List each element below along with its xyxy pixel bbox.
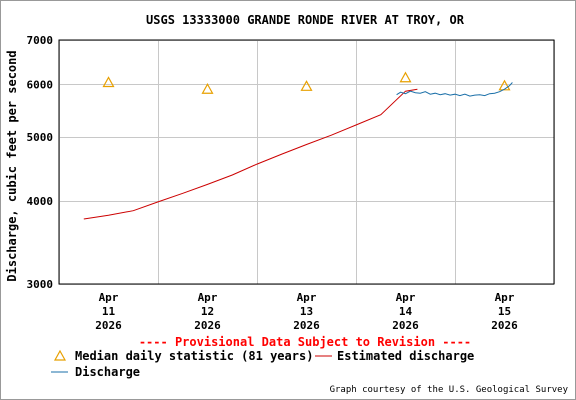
x-tick-labels: Apr112026Apr122026Apr132026Apr142026Apr1… <box>95 291 518 332</box>
x-tick-label: 13 <box>300 305 313 318</box>
series-line <box>83 88 418 220</box>
median-marker <box>201 82 214 94</box>
y-tick-label: 6000 <box>27 78 54 91</box>
x-tick-label: 2026 <box>392 319 419 332</box>
x-tick-label: 2026 <box>95 319 122 332</box>
legend-estimated-label: Estimated discharge <box>337 349 474 363</box>
provisional-note: ---- Provisional Data Subject to Revisio… <box>139 335 471 349</box>
y-tick-labels: 7000 6000 5000 4000 3000 <box>27 34 54 291</box>
x-tick-label: Apr <box>99 291 119 304</box>
x-tick-label: 12 <box>201 305 214 318</box>
legend-discharge-label: Discharge <box>75 365 140 379</box>
x-tick-label: Apr <box>495 291 515 304</box>
x-tick-label: Apr <box>198 291 218 304</box>
series-layer <box>83 71 513 220</box>
x-tick-label: 2026 <box>491 319 518 332</box>
grid-lines <box>59 40 555 285</box>
legend: Median daily statistic (81 years) Estima… <box>51 349 474 379</box>
graph-credit: Graph courtesy of the U.S. Geological Su… <box>330 385 569 395</box>
x-tick-label: 2026 <box>293 319 320 332</box>
chart-title: USGS 13333000 GRANDE RONDE RIVER AT TROY… <box>146 13 465 27</box>
legend-median-marker-icon <box>53 349 67 361</box>
legend-median-label: Median daily statistic (81 years) <box>75 349 313 363</box>
x-tick-label: 15 <box>498 305 511 318</box>
series-line <box>396 82 513 97</box>
y-tick-label: 7000 <box>27 34 54 47</box>
x-tick-label: Apr <box>396 291 416 304</box>
x-tick-label: 11 <box>102 305 116 318</box>
x-tick-label: 2026 <box>194 319 221 332</box>
plot-area-border <box>58 39 555 285</box>
y-tick-label: 5000 <box>27 131 54 144</box>
y-tick-label: 3000 <box>27 278 54 291</box>
y-tick-label: 4000 <box>27 195 54 208</box>
median-marker <box>300 80 313 91</box>
median-marker <box>102 76 115 88</box>
median-marker <box>399 71 412 83</box>
median-marker <box>498 79 511 91</box>
x-tick-label: 14 <box>399 305 413 318</box>
x-tick-label: Apr <box>297 291 317 304</box>
y-axis-label: Discharge, cubic feet per second <box>5 50 19 281</box>
